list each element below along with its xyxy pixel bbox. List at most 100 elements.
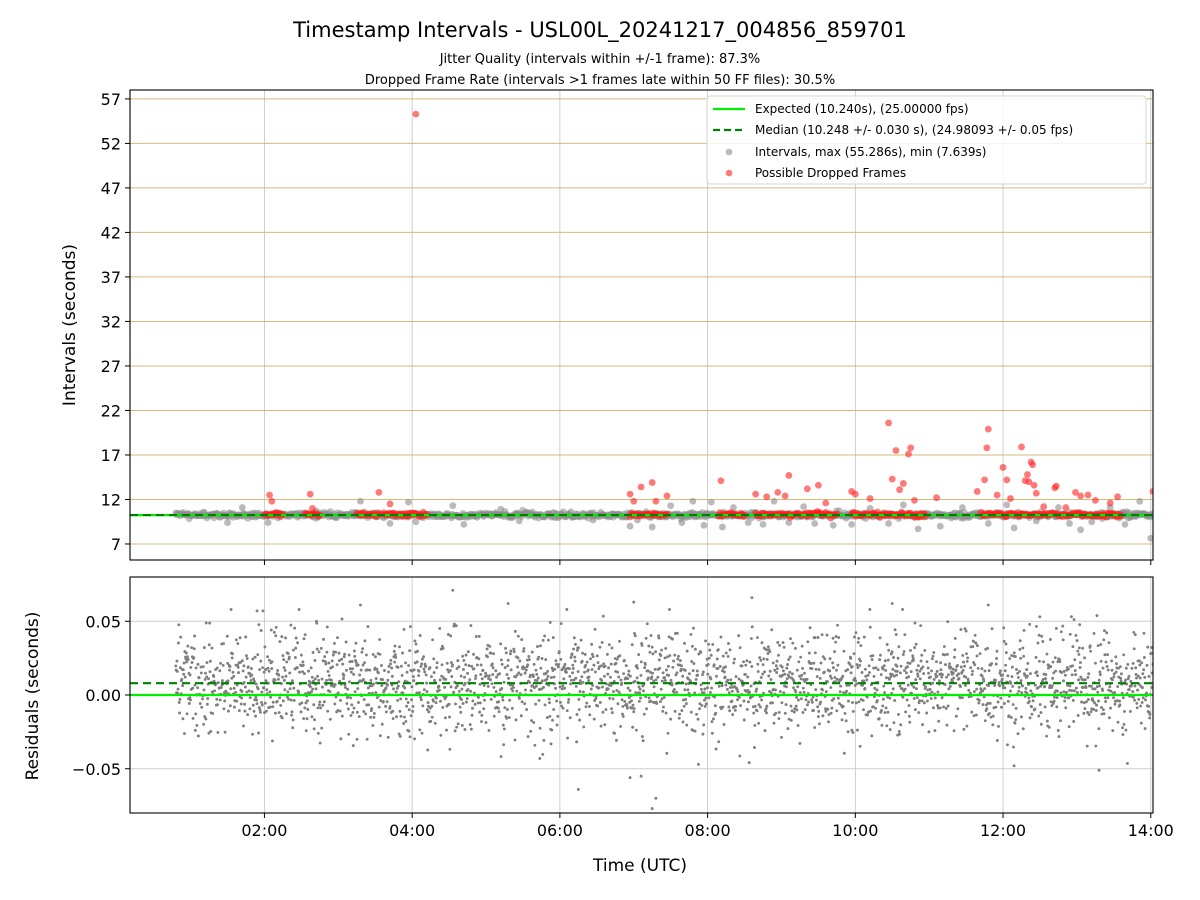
residual-point bbox=[198, 702, 202, 705]
residual-point bbox=[1045, 652, 1049, 656]
residual-point bbox=[795, 696, 799, 699]
dropped-frame-point bbox=[1072, 488, 1079, 496]
residual-point bbox=[648, 650, 652, 654]
residual-point bbox=[1070, 673, 1074, 677]
residual-point bbox=[529, 689, 533, 693]
residual-point bbox=[532, 721, 536, 724]
residual-point bbox=[301, 660, 305, 664]
residual-point bbox=[1048, 638, 1052, 641]
residual-point bbox=[278, 640, 282, 644]
residual-point bbox=[484, 720, 488, 724]
residual-point bbox=[813, 636, 817, 640]
residual-point bbox=[270, 660, 274, 664]
residual-point bbox=[695, 669, 699, 673]
residual-point bbox=[756, 636, 759, 639]
residual-point bbox=[599, 724, 603, 728]
residual-point bbox=[1004, 651, 1008, 655]
dropped-frame-point bbox=[888, 475, 896, 483]
residual-point bbox=[470, 664, 474, 668]
residual-point bbox=[1119, 676, 1123, 680]
residual-point bbox=[878, 653, 882, 657]
residual-point bbox=[828, 674, 832, 678]
residual-point bbox=[1115, 699, 1119, 703]
residual-point bbox=[548, 701, 551, 705]
residual-point bbox=[998, 684, 1002, 688]
residual-point bbox=[573, 655, 577, 659]
residual-point bbox=[759, 705, 762, 709]
residual-point bbox=[1038, 659, 1041, 663]
residual-point bbox=[522, 666, 526, 670]
residual-point bbox=[921, 723, 924, 727]
residual-point bbox=[313, 659, 317, 662]
residual-point bbox=[456, 722, 460, 726]
residual-point bbox=[1052, 671, 1056, 675]
residual-point bbox=[474, 677, 477, 680]
residual-point bbox=[794, 704, 798, 708]
residual-point bbox=[1061, 624, 1065, 628]
residual-point bbox=[386, 735, 390, 739]
residual-point bbox=[1018, 647, 1022, 651]
residual-point bbox=[689, 710, 693, 714]
residual-point bbox=[325, 650, 329, 654]
residual-point bbox=[1010, 665, 1014, 669]
residual-point bbox=[393, 653, 397, 657]
residual-point bbox=[1124, 666, 1128, 670]
residual-point bbox=[190, 661, 194, 664]
residual-point bbox=[411, 709, 415, 713]
residual-point bbox=[868, 671, 871, 674]
residual-point bbox=[325, 678, 329, 682]
dropped-frame-point bbox=[752, 490, 760, 498]
residual-point bbox=[939, 668, 943, 672]
residual-point bbox=[402, 715, 406, 719]
residual-point bbox=[178, 666, 182, 670]
residual-point bbox=[934, 660, 938, 664]
residual-point bbox=[292, 686, 296, 690]
residual-point bbox=[567, 697, 571, 701]
residual-point bbox=[268, 690, 272, 694]
residual-point bbox=[646, 676, 650, 680]
residual-point bbox=[609, 684, 613, 688]
residual-point bbox=[380, 664, 383, 667]
residual-point bbox=[696, 762, 700, 766]
residual-point bbox=[855, 663, 859, 667]
residual-point bbox=[981, 703, 985, 707]
residual-point bbox=[308, 685, 312, 689]
residual-point bbox=[418, 633, 422, 637]
residual-point bbox=[933, 729, 937, 733]
residual-point bbox=[1086, 698, 1090, 701]
residual-point bbox=[424, 664, 428, 668]
residual-point bbox=[192, 647, 196, 651]
residual-point bbox=[384, 686, 388, 690]
residual-point bbox=[802, 690, 806, 694]
residual-point bbox=[1088, 644, 1092, 648]
residual-point bbox=[1103, 629, 1106, 633]
residual-point bbox=[691, 728, 695, 732]
residual-point bbox=[444, 677, 448, 681]
residual-point bbox=[765, 657, 769, 661]
residual-point bbox=[327, 674, 331, 677]
residual-point bbox=[876, 668, 880, 672]
residual-point bbox=[272, 630, 276, 634]
residual-point bbox=[475, 663, 479, 667]
residual-point bbox=[1036, 641, 1040, 645]
residual-point bbox=[1053, 695, 1056, 699]
residual-point bbox=[815, 698, 818, 702]
residual-point bbox=[920, 699, 924, 703]
interval-point bbox=[689, 497, 697, 505]
residual-point bbox=[430, 715, 434, 719]
residual-point bbox=[1004, 663, 1008, 667]
residual-point bbox=[994, 678, 997, 682]
residual-point bbox=[1150, 671, 1153, 675]
residual-point bbox=[1057, 658, 1061, 661]
residual-point bbox=[519, 673, 523, 677]
residual-point bbox=[724, 665, 727, 669]
residual-point bbox=[394, 690, 398, 694]
residual-point bbox=[364, 653, 368, 657]
residual-point bbox=[1013, 655, 1017, 658]
residual-point bbox=[699, 687, 703, 691]
residual-point bbox=[323, 660, 327, 663]
residual-point bbox=[387, 670, 391, 674]
residual-point bbox=[1098, 684, 1102, 688]
dropped-frame-point bbox=[815, 481, 822, 489]
residual-point bbox=[604, 708, 608, 711]
